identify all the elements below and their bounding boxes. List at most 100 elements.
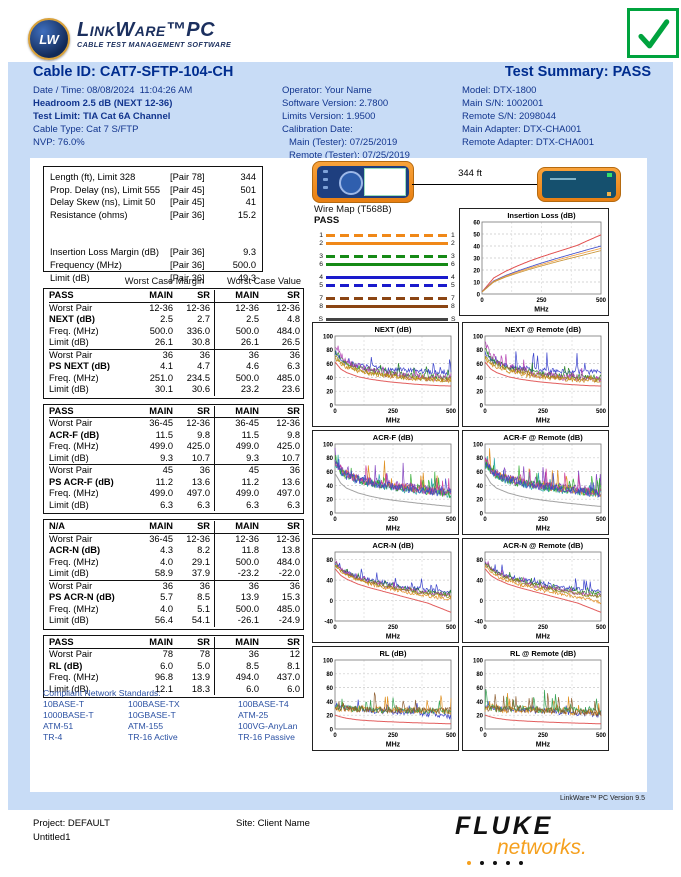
measurement-label: PS ACR-N (dB) — [49, 592, 115, 602]
wire-pin-right: 2 — [451, 240, 455, 247]
length-row: Prop. Delay (ns), Limit 555 [Pair 45] 501 — [50, 184, 256, 197]
svg-text:NEXT (dB): NEXT (dB) — [374, 325, 412, 334]
measurement-value: 37.9 — [191, 568, 210, 578]
length-label: Delay Skew (ns), Limit 50 — [50, 197, 156, 208]
svg-text:0: 0 — [330, 403, 334, 409]
svg-text:MHz: MHz — [386, 742, 401, 749]
svg-text:0: 0 — [483, 517, 487, 523]
measurement-value: 9.3 — [160, 452, 173, 463]
measurement-value: 6.3 — [287, 361, 300, 371]
svg-text:100: 100 — [323, 658, 334, 664]
standard-item: ATM-155 — [128, 721, 164, 731]
measurement-label: Limit (dB) — [49, 499, 89, 510]
series-limit — [484, 714, 601, 725]
acr-n-chart: ACR-N (dB) -40 0 40 80 0 250 500 MHz — [312, 538, 459, 643]
length-summary-box: Length (ft), Limit 328 [Pair 78] 344 Prop. … — [43, 166, 263, 283]
acr-f-remote-chart: ACR-F @ Remote (dB) 0 20 40 60 80 100 0 250 500 MH… — [462, 430, 609, 535]
wire-line — [326, 284, 448, 287]
measurement-label: Limit (dB) — [49, 568, 89, 578]
measurement-label: Worst Pair — [49, 349, 93, 360]
status-label: N/A — [49, 521, 66, 531]
measurement-row: Worst Pair 45 36 45 36 — [49, 464, 300, 477]
svg-text:10: 10 — [473, 280, 480, 286]
svg-text:20: 20 — [473, 268, 480, 274]
measurement-value: 78 — [199, 649, 210, 659]
svg-text:40: 40 — [326, 700, 333, 706]
status-label: PASS — [49, 290, 74, 300]
info-column-2: Operator: Your Name Software Version: 2.7… — [282, 84, 410, 162]
info-line: Date / Time: 08/08/2024 11:04:26 AM — [33, 85, 193, 96]
standard-item: 10BASE-T — [43, 699, 85, 709]
length-value: 15.2 — [237, 209, 256, 220]
main-tester-screen — [364, 168, 406, 196]
measurement-value: 500.0 — [214, 603, 263, 615]
measurement-value: 26.1 — [154, 337, 173, 347]
pass-check-box — [627, 8, 679, 58]
measurement-value: 36 — [162, 349, 173, 360]
standard-item: TR-4 — [43, 732, 63, 742]
svg-text:250: 250 — [538, 733, 549, 739]
column-header: SR — [197, 290, 210, 300]
measurement-value: 11.5 — [155, 429, 173, 440]
measurement-label: Limit (dB) — [49, 384, 89, 394]
measurement-value: 494.0 — [214, 672, 263, 684]
measurement-row: PS ACR-N (dB) 5.7 8.5 13.9 15.3 — [49, 592, 300, 604]
measurement-row: Worst Pair 78 78 36 12 — [49, 649, 300, 661]
wire-line — [326, 276, 448, 279]
measurement-value: 36 — [214, 649, 263, 661]
length-value: 501 — [240, 184, 256, 195]
standard-item: TR-16 Passive — [238, 732, 295, 742]
measurement-row: Freq. (MHz) 499.0 497.0 499.0 497.0 — [49, 488, 300, 500]
measurement-label: Limit (dB) — [49, 452, 89, 463]
svg-text:40: 40 — [326, 579, 333, 585]
wire-pin-left: 8 — [319, 303, 323, 310]
standard-item: ATM-25 — [238, 710, 269, 720]
measurement-value: 6.3 — [160, 499, 173, 510]
measurement-value: 13.9 — [214, 592, 263, 604]
length-row: Delay Skew (ns), Limit 50 [Pair 45] 41 — [50, 196, 256, 209]
measurement-value: 4.6 — [214, 361, 263, 373]
measurement-value: 5.0 — [197, 660, 210, 671]
svg-text:MHz: MHz — [536, 742, 551, 749]
footer-site: Site: Client Name — [236, 818, 310, 829]
measurement-row: Limit (dB) 58.9 37.9 -23.2 -22.0 — [49, 568, 300, 580]
column-header: MAIN — [149, 290, 173, 300]
svg-text:60: 60 — [476, 362, 483, 368]
measurement-value: 23.2 — [214, 384, 263, 396]
svg-text:500: 500 — [446, 517, 457, 523]
svg-text:NEXT @ Remote (dB): NEXT @ Remote (dB) — [505, 325, 582, 334]
measurement-value: 45 — [214, 465, 263, 477]
measurement-value: 36 — [199, 349, 210, 360]
measurement-value: 10.7 — [281, 452, 300, 463]
networks-wordmark: networks. — [497, 836, 587, 859]
measurement-value: 500.0 — [214, 556, 263, 568]
length-pair: [Pair 45] — [170, 197, 205, 208]
measurement-row: PS ACR-F (dB) 11.2 13.6 11.2 13.6 — [49, 476, 300, 488]
length-row: Frequency (MHz) [Pair 36] 500.0 — [50, 259, 256, 272]
svg-text:500: 500 — [596, 409, 607, 415]
measurement-box: PASS MAIN SR MAIN SR Worst Pair 12-36 12-36 12-3… — [43, 288, 304, 399]
measurement-value: 251.0 — [149, 372, 173, 383]
svg-text:60: 60 — [473, 220, 480, 226]
acr-f-chart: ACR-F (dB) 0 20 40 60 80 100 0 250 500 MHz — [312, 430, 459, 535]
wire-pin-right: 4 — [451, 274, 455, 281]
measurement-value: 36 — [199, 580, 210, 591]
column-header: SR — [197, 521, 210, 531]
remote-tester-face — [542, 171, 616, 198]
length-pair: [Pair 36] — [170, 247, 205, 258]
worst-case-margin-header: Worst Case Margin — [124, 276, 205, 286]
series-limit — [334, 473, 451, 507]
series-pair-12 — [481, 245, 602, 292]
chart-svg: ACR-F (dB) 0 20 40 60 80 100 0 250 500 MHz — [323, 433, 457, 533]
compliant-standards: Compliant Network Standards: 10BASE-T 100… — [43, 688, 313, 743]
svg-text:40: 40 — [473, 244, 480, 250]
standard-item: 1000BASE-T — [43, 710, 94, 720]
length-value: 41 — [245, 197, 256, 208]
wire-map-title: Wire Map (T568B) — [314, 204, 392, 215]
measurement-value: 36 — [214, 580, 263, 592]
svg-text:40: 40 — [476, 700, 483, 706]
measurement-value: 499.0 — [214, 488, 263, 500]
measurement-value: 497.0 — [186, 488, 210, 498]
wire-line — [326, 263, 448, 266]
